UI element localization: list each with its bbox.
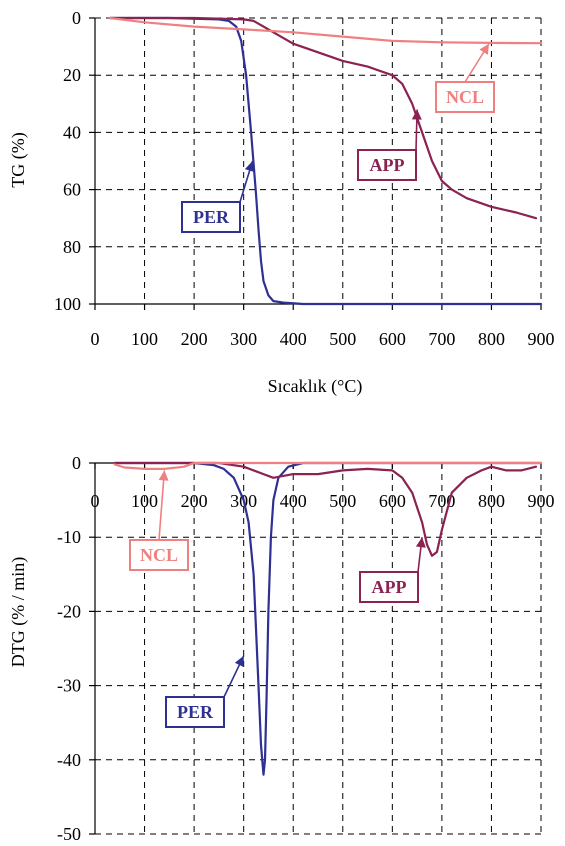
dtg-series-app <box>113 461 538 557</box>
y-tick-label: -30 <box>57 676 81 696</box>
dtg-label-per: PER <box>177 702 214 722</box>
y-tick-label: -10 <box>57 527 81 547</box>
dtg-arrow-ncl <box>158 470 166 541</box>
x-tick-label: 300 <box>230 329 257 349</box>
dtg-chart: 0-10-20-30-40-50 0 100 200 300 400 500 600 700 8… <box>8 453 555 844</box>
tg-label-box-per <box>181 201 241 233</box>
tg-label-ncl: NCL <box>446 87 484 107</box>
tg-label-box-app <box>357 149 417 181</box>
dtg-label-box-app <box>359 571 419 603</box>
tg-series-per <box>108 16 543 306</box>
x-tick-label: 0 <box>91 329 100 349</box>
x-tick-label: 800 <box>478 491 505 511</box>
y-tick-label: 100 <box>54 294 81 314</box>
y-tick-label: 20 <box>63 65 81 85</box>
x-tick-label: 500 <box>329 491 356 511</box>
tg-arrowhead-ncl <box>479 43 489 55</box>
tg-y-ticks: 0 20 40 60 80 100 <box>54 8 81 314</box>
dtg-label-box-ncl <box>129 539 189 571</box>
dtg-arrowhead-ncl <box>158 470 169 481</box>
dtg-annotations: PER APP NCL <box>129 470 426 728</box>
x-tick-label: 200 <box>181 329 208 349</box>
x-tick-label: 600 <box>379 491 406 511</box>
tg-label-per: PER <box>193 207 230 227</box>
y-tick-label: -50 <box>57 824 81 844</box>
dtg-arrowhead-app <box>415 537 426 548</box>
x-tick-label: 900 <box>528 329 555 349</box>
x-tick-label: 400 <box>280 491 307 511</box>
x-tick-label: 600 <box>379 329 406 349</box>
tg-grid <box>95 17 542 304</box>
x-tick-label: 100 <box>131 329 158 349</box>
tg-annotations: PER APP NCL <box>181 43 495 233</box>
y-tick-label: -40 <box>57 750 81 770</box>
y-tick-label: 80 <box>63 237 81 257</box>
x-tick-label: 900 <box>528 491 555 511</box>
dtg-series-ncl <box>113 461 543 470</box>
tg-x-ticks: 0 100 200 300 400 500 600 700 800 900 <box>91 329 555 349</box>
dtg-y-axis-title: DTG (% / min) <box>8 557 29 667</box>
tg-series-ncl <box>108 16 543 45</box>
x-tick-label: 0 <box>91 491 100 511</box>
x-tick-label: 200 <box>181 491 208 511</box>
tg-axes <box>89 17 542 310</box>
x-tick-label: 500 <box>329 329 356 349</box>
dtg-series-per <box>113 461 543 776</box>
x-tick-label: 800 <box>478 329 505 349</box>
tg-arrowhead-per <box>244 161 255 173</box>
y-tick-label: 0 <box>72 8 81 28</box>
dtg-label-ncl: NCL <box>140 545 178 565</box>
x-tick-label: 700 <box>428 329 455 349</box>
dtg-series <box>113 461 543 776</box>
dtg-axes <box>89 462 542 835</box>
y-tick-label: 0 <box>72 453 81 473</box>
tg-series-app <box>108 16 538 220</box>
dtg-x-ticks: 0 100 200 300 400 500 600 700 800 900 <box>91 491 555 511</box>
tg-label-app: APP <box>370 155 405 175</box>
y-tick-label: 40 <box>63 122 81 142</box>
dtg-y-ticks: 0 -10 -20 -30 -40 -50 <box>57 453 81 844</box>
tg-arrowhead-app <box>411 109 422 120</box>
tg-series <box>108 16 543 306</box>
x-tick-label: 100 <box>131 491 158 511</box>
tg-y-axis-title: TG (%) <box>8 132 29 187</box>
tg-x-axis-title: Sıcaklık (°C) <box>268 376 363 397</box>
dtg-arrowhead-per <box>234 655 244 668</box>
y-tick-label: -20 <box>57 601 81 621</box>
dtg-label-box-per <box>165 696 225 728</box>
tg-chart: 0 20 40 60 80 100 0 100 200 300 400 500 600 700 800 90… <box>8 8 555 397</box>
y-tick-label: 60 <box>63 180 81 200</box>
tg-label-box-ncl <box>435 81 495 113</box>
x-tick-label: 400 <box>280 329 307 349</box>
dtg-label-app: APP <box>372 577 407 597</box>
dtg-grid <box>95 462 542 835</box>
